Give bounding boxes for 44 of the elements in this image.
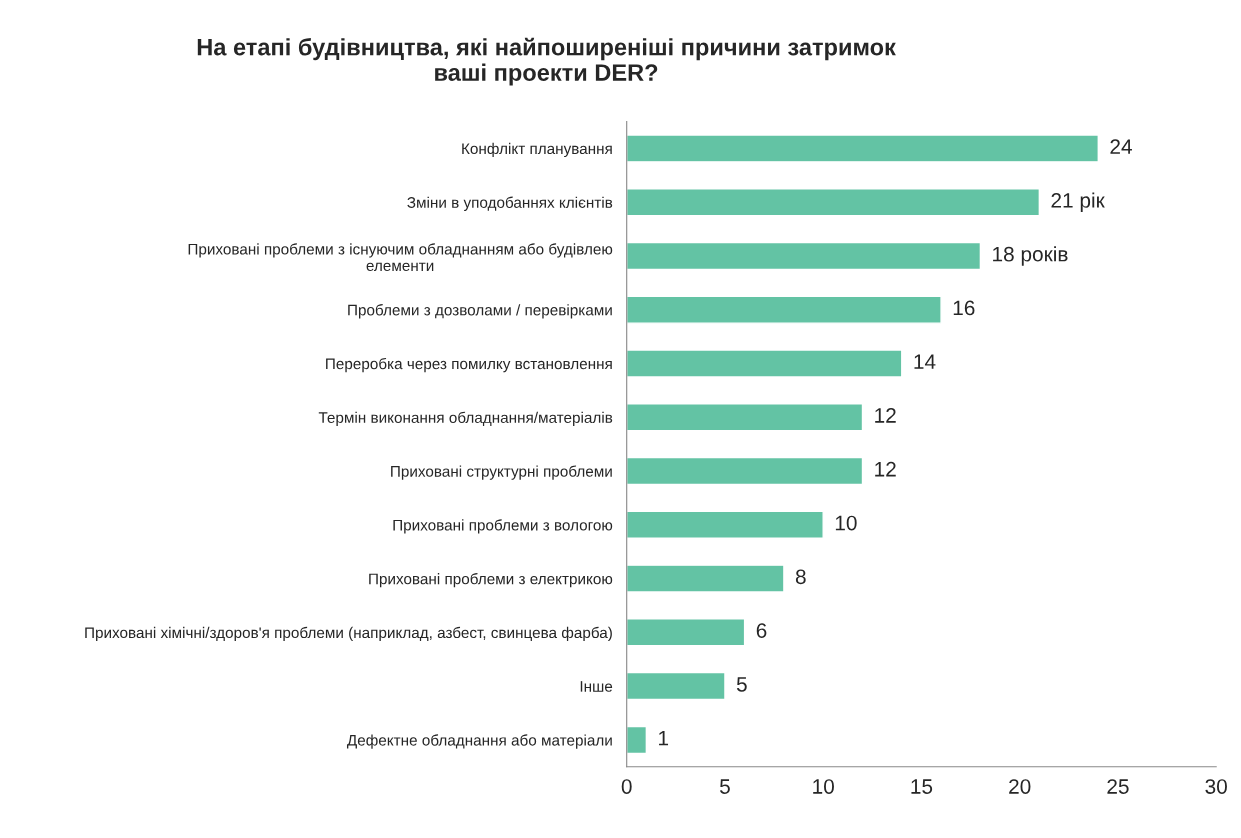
data-label: 21 рік	[1051, 192, 1105, 212]
bar	[626, 725, 648, 755]
x-tick-label: 10	[813, 779, 834, 794]
data-label: 12	[875, 408, 896, 423]
y-tick-label: Інше	[580, 681, 613, 692]
x-tick-label: 30	[1205, 779, 1227, 794]
y-tick-label: Приховані проблеми з електрикою	[369, 572, 613, 588]
bar	[626, 349, 903, 378]
y-tick-label: Зміни в уподобаннях клієнтів	[407, 196, 613, 211]
data-label: 10	[835, 515, 857, 531]
bar	[626, 510, 824, 539]
x-tick-label: 5	[719, 779, 730, 794]
data-label: 16	[953, 300, 975, 316]
y-tick-label: Приховані проблеми з вологою	[393, 519, 613, 534]
bar	[626, 671, 726, 701]
data-label: 12	[875, 461, 896, 477]
y-tick-label: Конфлікт планування	[462, 142, 612, 158]
y-tick-label: Приховані проблеми з існуючим обладнанням або будівлею елементи	[188, 243, 613, 272]
y-tick-label: Приховані структурні проблеми	[391, 465, 612, 480]
y-tick-label: Проблеми з дозволами / перевірками	[348, 304, 612, 319]
y-tick-label: Переробка через помилку встановлення	[326, 357, 612, 373]
chart-title: На етапі будівництва, які найпоширеніші причини затримок ваші проекти DER?	[197, 37, 896, 86]
bar	[626, 295, 942, 324]
data-label: 18 років	[993, 246, 1068, 266]
bar	[626, 241, 982, 271]
data-label: 5	[736, 677, 747, 692]
data-label: 24	[1110, 139, 1132, 154]
bar	[626, 456, 864, 486]
bar	[626, 618, 746, 647]
bar	[626, 403, 864, 432]
x-tick-label: 25	[1107, 779, 1129, 794]
bar	[626, 188, 1041, 217]
bar	[626, 134, 1099, 163]
x-tick-label: 15	[911, 779, 933, 794]
data-label: 6	[756, 623, 767, 638]
data-label: 8	[795, 569, 806, 585]
data-label: 14	[914, 354, 936, 369]
x-tick-label: 0	[621, 779, 632, 794]
y-tick-label: Термін виконання обладнання/матеріалів	[318, 411, 613, 427]
y-tick-label: Дефектне обладнання або матеріали	[346, 734, 612, 749]
y-tick-label: Приховані хімічні/здоров'я проблеми (наприклад, азбест, свинцева фарба)	[85, 626, 612, 642]
x-tick-label: 20	[1009, 779, 1031, 794]
data-label: 1	[659, 730, 669, 746]
bar	[626, 564, 785, 593]
